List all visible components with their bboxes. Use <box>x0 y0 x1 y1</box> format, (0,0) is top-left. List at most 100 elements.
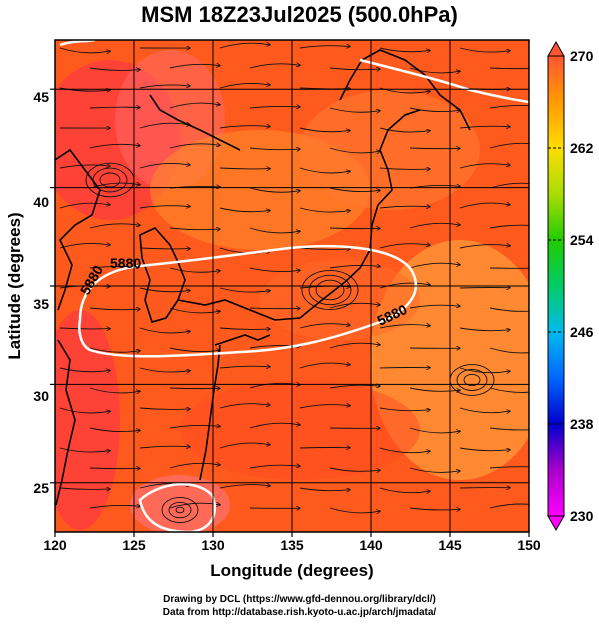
streamline <box>219 207 270 212</box>
streamline <box>329 68 380 70</box>
streamline <box>459 126 510 128</box>
streamline <box>249 106 300 108</box>
streamline <box>409 427 460 433</box>
streamline <box>219 328 270 329</box>
streamline <box>459 203 510 209</box>
streamline <box>379 47 430 52</box>
streamline <box>489 427 529 431</box>
streamline <box>169 64 220 69</box>
streamline <box>379 487 430 493</box>
streamline <box>219 126 270 128</box>
streamline <box>459 47 510 52</box>
streamline <box>379 408 430 411</box>
streamline <box>169 463 220 469</box>
streamline <box>299 127 350 132</box>
streamline <box>249 227 300 233</box>
streamline <box>489 67 529 70</box>
streamline-swirl <box>175 506 185 514</box>
colorbar-tick-label: 270 <box>570 48 594 64</box>
streamline <box>249 64 300 69</box>
x-tick-label: 150 <box>517 537 541 553</box>
streamline <box>249 187 300 192</box>
streamline <box>219 366 270 368</box>
y-tick-label: 25 <box>33 480 49 496</box>
x-tick-label: 130 <box>201 537 225 553</box>
streamline <box>489 142 529 149</box>
streamline <box>169 267 220 272</box>
y-tick-labels: 25 30 35 40 45 <box>33 89 49 496</box>
streamline <box>329 303 380 309</box>
streamline-swirl <box>161 496 199 524</box>
streamline <box>489 224 529 229</box>
streamline <box>459 328 510 331</box>
streamline <box>299 167 350 173</box>
streamline <box>329 343 380 349</box>
streamline <box>59 328 110 329</box>
streamline <box>169 425 220 428</box>
streamline <box>409 263 460 269</box>
streamline <box>169 228 220 230</box>
streamline <box>219 404 270 409</box>
x-tick-label: 125 <box>122 537 146 553</box>
streamline <box>489 387 529 393</box>
footer-line-data: Data from http://database.rish.kyoto-u.a… <box>162 607 437 618</box>
streamline <box>459 245 510 249</box>
x-tick-label: 145 <box>438 537 462 553</box>
streamline <box>459 164 510 169</box>
streamline <box>329 507 380 513</box>
streamline <box>169 103 220 109</box>
colorbar-tick-label: 262 <box>570 140 594 156</box>
streamline <box>409 467 460 472</box>
streamline <box>89 347 140 352</box>
streamline <box>489 347 529 354</box>
streamline <box>329 265 380 268</box>
streamline <box>89 224 140 229</box>
streamline <box>89 308 140 310</box>
streamline <box>59 407 110 413</box>
colorbar-bottom-arrow <box>547 515 565 532</box>
streamline <box>219 43 270 49</box>
streamline <box>59 165 110 169</box>
streamline-swirl <box>308 274 352 306</box>
streamline <box>139 408 190 409</box>
streamline <box>299 324 350 329</box>
streamline <box>379 283 430 289</box>
streamline <box>59 367 110 372</box>
streamline <box>379 244 430 249</box>
x-tick-label: 140 <box>359 537 383 553</box>
streamline <box>139 206 190 208</box>
streamline <box>489 104 529 109</box>
x-tick-labels: 120 125 130 135 140 145 150 <box>43 537 541 553</box>
coastlines <box>55 49 471 506</box>
streamline <box>89 144 140 149</box>
streamline <box>489 503 529 509</box>
streamline <box>299 363 350 369</box>
streamline <box>139 248 190 249</box>
streamline <box>139 163 190 169</box>
streamline <box>89 183 140 189</box>
y-tick-label: 30 <box>33 388 49 404</box>
streamline <box>89 68 140 70</box>
lat-lon-grid <box>55 40 529 532</box>
streamline <box>329 107 380 112</box>
streamline <box>219 83 270 89</box>
streamline-swirl <box>301 269 359 311</box>
streamline <box>299 488 350 491</box>
streamline <box>409 67 460 73</box>
colorbar-tick-label: 230 <box>570 508 594 524</box>
streamline <box>169 307 220 313</box>
y-tick-label: 45 <box>33 89 49 105</box>
streamline <box>219 443 270 449</box>
streamline <box>329 228 380 229</box>
streamline <box>379 127 430 132</box>
chart-title: MSM 18Z23Jul2025 (500.0hPa) <box>141 2 458 27</box>
streamline <box>299 46 350 48</box>
streamline <box>299 248 350 249</box>
streamline <box>169 347 220 352</box>
streamline <box>139 367 190 372</box>
streamline <box>489 182 529 189</box>
colorbar-tick-label: 254 <box>570 232 594 248</box>
streamline <box>59 488 110 489</box>
temperature-field: 5880 5880 5880 <box>55 40 529 532</box>
